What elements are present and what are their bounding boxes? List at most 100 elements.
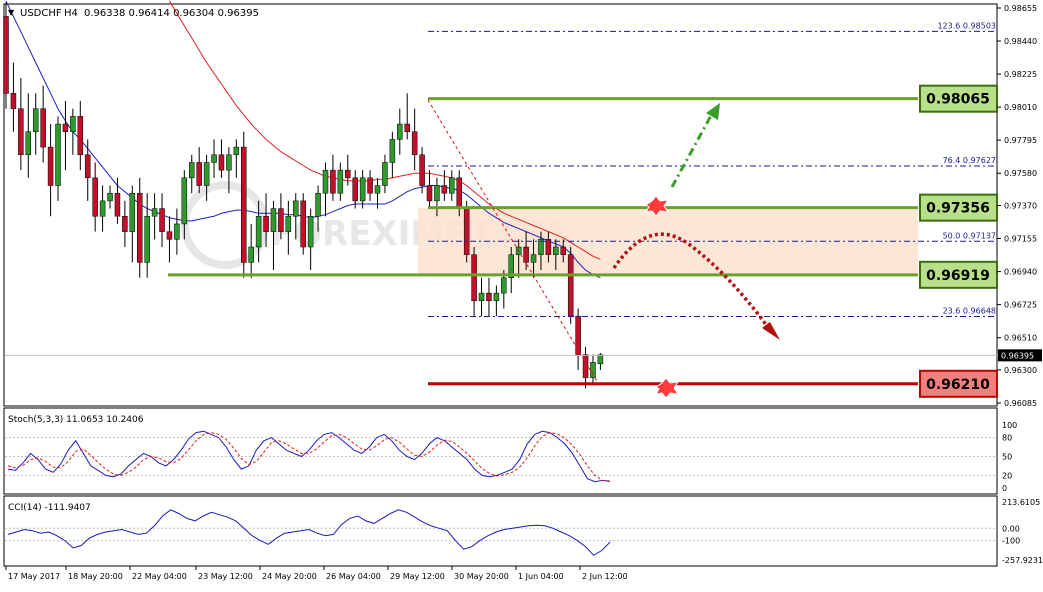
candle-body [315, 192, 321, 217]
stoch-level-label: 50 [1002, 453, 1012, 462]
candle [330, 154, 336, 201]
candle-body [300, 200, 306, 248]
candle-body [352, 177, 358, 202]
candle [545, 231, 552, 263]
candle-body [389, 139, 396, 163]
candle-body [144, 216, 150, 263]
candle [567, 246, 574, 324]
candle [508, 246, 514, 294]
candle [18, 77, 24, 171]
candle-body [397, 123, 403, 140]
candle [25, 93, 32, 178]
cci-level-label: 0.00 [1002, 524, 1020, 533]
candle [107, 185, 113, 209]
candle-body [10, 93, 17, 109]
current-price-label: 0.96395 [1001, 351, 1034, 360]
breakout-star-icon [645, 195, 670, 217]
time-tick-label: 26 May 04:00 [326, 572, 381, 581]
candle [315, 185, 321, 232]
candle-body [530, 254, 537, 263]
candle-body [411, 131, 418, 156]
cci-level-label: -257.9231 [1002, 556, 1043, 565]
candle [226, 147, 232, 194]
candle-body [3, 16, 9, 94]
level-label: 0.96210 [926, 377, 990, 393]
candle-body [575, 315, 581, 355]
candle [278, 193, 284, 240]
candle [189, 154, 195, 194]
candle-body [337, 169, 344, 194]
price-tick-label: 0.96085 [1004, 399, 1037, 408]
price-tick-label: 0.96725 [1004, 301, 1037, 310]
candle [77, 100, 84, 171]
candle [463, 200, 470, 263]
time-tick-label: 18 May 20:00 [68, 572, 123, 581]
candle-body [404, 123, 410, 132]
candle-body [523, 246, 529, 263]
candle-body [382, 162, 388, 186]
candle [196, 147, 202, 194]
candle [300, 193, 306, 255]
candle-body [122, 216, 128, 232]
candle [553, 239, 559, 271]
candle-body [166, 231, 173, 240]
price-tick-label: 0.96510 [1004, 334, 1037, 343]
candle [478, 277, 485, 317]
candle-body [136, 192, 143, 263]
candle [560, 239, 566, 263]
candle [389, 131, 396, 178]
candle-body [345, 169, 351, 179]
level-box [919, 193, 998, 222]
price-tick-label: 0.98655 [1004, 4, 1037, 13]
candle [285, 200, 292, 255]
cci-level-label: -100 [1002, 537, 1020, 546]
candle [40, 85, 46, 163]
candle-body [159, 208, 165, 232]
candle [114, 177, 121, 224]
level-box [919, 260, 998, 289]
candle [10, 62, 17, 132]
time-tick-label: 29 May 12:00 [390, 572, 445, 581]
candle-body [84, 154, 91, 179]
candle [241, 131, 247, 278]
price-tick-label: 0.98440 [1004, 37, 1037, 46]
candle [181, 170, 188, 240]
candle-body [107, 192, 113, 202]
candle-body [32, 108, 39, 132]
bearish-arrow-line [612, 232, 772, 332]
price-tick-label: 0.97795 [1004, 136, 1037, 145]
candle [404, 93, 410, 140]
candle [70, 108, 76, 155]
candle-body [478, 292, 485, 302]
main-panel-frame [3, 3, 998, 407]
candle-body [70, 116, 76, 132]
candle-body [449, 177, 455, 194]
candle [345, 154, 351, 186]
candle-body [55, 123, 61, 186]
fib-label: 123.6 0.98503 [937, 21, 996, 30]
candle [590, 354, 596, 386]
candle-body [441, 185, 448, 194]
time-tick-label: 1 Jun 04:00 [518, 572, 564, 581]
candle [248, 223, 254, 278]
header-menu-arrow-icon[interactable]: ▼ [8, 8, 15, 17]
candle [47, 124, 54, 217]
candle [397, 108, 403, 155]
candle-body [471, 254, 477, 302]
current-price-box [998, 349, 1042, 362]
candle [62, 100, 69, 171]
time-tick-label: 17 May 2017 [8, 572, 60, 581]
candle-body [434, 185, 440, 202]
fib-label: 50.0 0.97137 [943, 231, 996, 240]
stoch-level-label: 0 [1002, 484, 1007, 493]
candle-body [330, 169, 336, 194]
candle [144, 193, 150, 278]
candle [55, 116, 61, 201]
candle [501, 270, 507, 309]
candle-body [62, 123, 69, 132]
candle-body [285, 216, 292, 232]
time-tick-label: 24 May 20:00 [262, 572, 317, 581]
time-tick-label: 2 Jun 12:00 [582, 572, 628, 581]
